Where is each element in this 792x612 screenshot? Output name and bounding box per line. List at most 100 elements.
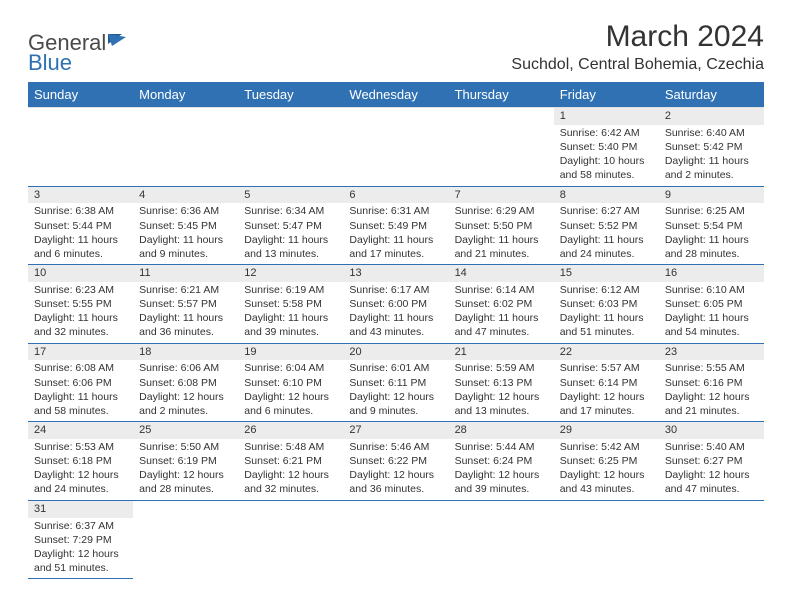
- daylight-text: Daylight: 12 hours and 21 minutes.: [665, 390, 758, 418]
- day-number: 15: [554, 265, 659, 282]
- sunset-text: Sunset: 6:11 PM: [349, 376, 442, 390]
- sunrise-text: Sunrise: 5:50 AM: [139, 440, 232, 454]
- sunrise-text: Sunrise: 6:14 AM: [455, 283, 548, 297]
- calendar-day-cell: 17Sunrise: 6:08 AMSunset: 6:06 PMDayligh…: [28, 343, 133, 422]
- sunset-text: Sunset: 5:50 PM: [455, 219, 548, 233]
- sunset-text: Sunset: 6:08 PM: [139, 376, 232, 390]
- calendar-day-cell: [554, 500, 659, 579]
- daylight-text: Daylight: 11 hours and 47 minutes.: [455, 311, 548, 339]
- day-number: 16: [659, 265, 764, 282]
- calendar-week-row: 1Sunrise: 6:42 AMSunset: 5:40 PMDaylight…: [28, 108, 764, 187]
- sunset-text: Sunset: 6:21 PM: [244, 454, 337, 468]
- daylight-text: Daylight: 12 hours and 47 minutes.: [665, 468, 758, 496]
- calendar-day-cell: [659, 500, 764, 579]
- sunset-text: Sunset: 5:42 PM: [665, 140, 758, 154]
- calendar-day-cell: 5Sunrise: 6:34 AMSunset: 5:47 PMDaylight…: [238, 186, 343, 265]
- sunset-text: Sunset: 7:29 PM: [34, 533, 127, 547]
- day-content: Sunrise: 5:48 AMSunset: 6:21 PMDaylight:…: [238, 439, 343, 500]
- day-content: Sunrise: 5:40 AMSunset: 6:27 PMDaylight:…: [659, 439, 764, 500]
- daylight-text: Daylight: 12 hours and 2 minutes.: [139, 390, 232, 418]
- calendar-header-row: SundayMondayTuesdayWednesdayThursdayFrid…: [28, 82, 764, 108]
- calendar-day-cell: 12Sunrise: 6:19 AMSunset: 5:58 PMDayligh…: [238, 265, 343, 344]
- day-number: 17: [28, 344, 133, 361]
- sunrise-text: Sunrise: 6:17 AM: [349, 283, 442, 297]
- calendar-week-row: 10Sunrise: 6:23 AMSunset: 5:55 PMDayligh…: [28, 265, 764, 344]
- calendar-day-cell: [133, 108, 238, 187]
- calendar-day-cell: 10Sunrise: 6:23 AMSunset: 5:55 PMDayligh…: [28, 265, 133, 344]
- day-number: 6: [343, 187, 448, 204]
- daylight-text: Daylight: 11 hours and 51 minutes.: [560, 311, 653, 339]
- sunset-text: Sunset: 5:54 PM: [665, 219, 758, 233]
- calendar-day-cell: 31Sunrise: 6:37 AMSunset: 7:29 PMDayligh…: [28, 500, 133, 579]
- day-number: 12: [238, 265, 343, 282]
- sunrise-text: Sunrise: 5:57 AM: [560, 361, 653, 375]
- daylight-text: Daylight: 12 hours and 6 minutes.: [244, 390, 337, 418]
- calendar-day-cell: [449, 500, 554, 579]
- daylight-text: Daylight: 11 hours and 58 minutes.: [34, 390, 127, 418]
- day-content: Sunrise: 6:19 AMSunset: 5:58 PMDaylight:…: [238, 282, 343, 343]
- day-number: 5: [238, 187, 343, 204]
- header: General March 2024 Suchdol, Central Bohe…: [28, 20, 764, 74]
- calendar-day-cell: 1Sunrise: 6:42 AMSunset: 5:40 PMDaylight…: [554, 108, 659, 187]
- sunrise-text: Sunrise: 6:06 AM: [139, 361, 232, 375]
- sunset-text: Sunset: 6:14 PM: [560, 376, 653, 390]
- day-number: 14: [449, 265, 554, 282]
- sunset-text: Sunset: 6:05 PM: [665, 297, 758, 311]
- logo-text-blue: Blue: [28, 50, 72, 76]
- calendar-day-cell: 3Sunrise: 6:38 AMSunset: 5:44 PMDaylight…: [28, 186, 133, 265]
- sunset-text: Sunset: 5:40 PM: [560, 140, 653, 154]
- calendar-day-cell: 13Sunrise: 6:17 AMSunset: 6:00 PMDayligh…: [343, 265, 448, 344]
- calendar-day-cell: [343, 500, 448, 579]
- sunrise-text: Sunrise: 6:29 AM: [455, 204, 548, 218]
- sunset-text: Sunset: 5:44 PM: [34, 219, 127, 233]
- day-number: 29: [554, 422, 659, 439]
- sunset-text: Sunset: 6:10 PM: [244, 376, 337, 390]
- day-content: Sunrise: 5:46 AMSunset: 6:22 PMDaylight:…: [343, 439, 448, 500]
- day-number: 13: [343, 265, 448, 282]
- daylight-text: Daylight: 11 hours and 54 minutes.: [665, 311, 758, 339]
- day-number: 1: [554, 108, 659, 125]
- sunrise-text: Sunrise: 6:25 AM: [665, 204, 758, 218]
- day-number: 22: [554, 344, 659, 361]
- daylight-text: Daylight: 12 hours and 43 minutes.: [560, 468, 653, 496]
- calendar-day-cell: 28Sunrise: 5:44 AMSunset: 6:24 PMDayligh…: [449, 422, 554, 501]
- day-number: 4: [133, 187, 238, 204]
- day-number: 18: [133, 344, 238, 361]
- sunset-text: Sunset: 6:25 PM: [560, 454, 653, 468]
- calendar-day-cell: 26Sunrise: 5:48 AMSunset: 6:21 PMDayligh…: [238, 422, 343, 501]
- calendar-day-cell: 18Sunrise: 6:06 AMSunset: 6:08 PMDayligh…: [133, 343, 238, 422]
- calendar-day-cell: 20Sunrise: 6:01 AMSunset: 6:11 PMDayligh…: [343, 343, 448, 422]
- day-number: 11: [133, 265, 238, 282]
- sunset-text: Sunset: 5:58 PM: [244, 297, 337, 311]
- day-content: Sunrise: 5:59 AMSunset: 6:13 PMDaylight:…: [449, 360, 554, 421]
- day-number: 9: [659, 187, 764, 204]
- daylight-text: Daylight: 11 hours and 17 minutes.: [349, 233, 442, 261]
- sunrise-text: Sunrise: 6:08 AM: [34, 361, 127, 375]
- calendar-day-cell: 29Sunrise: 5:42 AMSunset: 6:25 PMDayligh…: [554, 422, 659, 501]
- sunrise-text: Sunrise: 5:48 AM: [244, 440, 337, 454]
- calendar-day-cell: 8Sunrise: 6:27 AMSunset: 5:52 PMDaylight…: [554, 186, 659, 265]
- day-content: Sunrise: 5:44 AMSunset: 6:24 PMDaylight:…: [449, 439, 554, 500]
- calendar-day-cell: [133, 500, 238, 579]
- daylight-text: Daylight: 11 hours and 28 minutes.: [665, 233, 758, 261]
- day-content: Sunrise: 5:55 AMSunset: 6:16 PMDaylight:…: [659, 360, 764, 421]
- daylight-text: Daylight: 11 hours and 36 minutes.: [139, 311, 232, 339]
- daylight-text: Daylight: 12 hours and 17 minutes.: [560, 390, 653, 418]
- day-content: Sunrise: 6:27 AMSunset: 5:52 PMDaylight:…: [554, 203, 659, 264]
- logo-flag-icon: [108, 30, 128, 56]
- sunset-text: Sunset: 6:02 PM: [455, 297, 548, 311]
- calendar-body: 1Sunrise: 6:42 AMSunset: 5:40 PMDaylight…: [28, 108, 764, 579]
- sunset-text: Sunset: 6:16 PM: [665, 376, 758, 390]
- sunrise-text: Sunrise: 6:10 AM: [665, 283, 758, 297]
- day-content: Sunrise: 6:38 AMSunset: 5:44 PMDaylight:…: [28, 203, 133, 264]
- day-number: 27: [343, 422, 448, 439]
- calendar-day-cell: 15Sunrise: 6:12 AMSunset: 6:03 PMDayligh…: [554, 265, 659, 344]
- month-title: March 2024: [511, 20, 764, 54]
- weekday-header: Wednesday: [343, 82, 448, 108]
- day-content: Sunrise: 5:50 AMSunset: 6:19 PMDaylight:…: [133, 439, 238, 500]
- calendar-day-cell: 14Sunrise: 6:14 AMSunset: 6:02 PMDayligh…: [449, 265, 554, 344]
- sunset-text: Sunset: 5:52 PM: [560, 219, 653, 233]
- calendar-day-cell: [238, 500, 343, 579]
- day-number: 19: [238, 344, 343, 361]
- daylight-text: Daylight: 10 hours and 58 minutes.: [560, 154, 653, 182]
